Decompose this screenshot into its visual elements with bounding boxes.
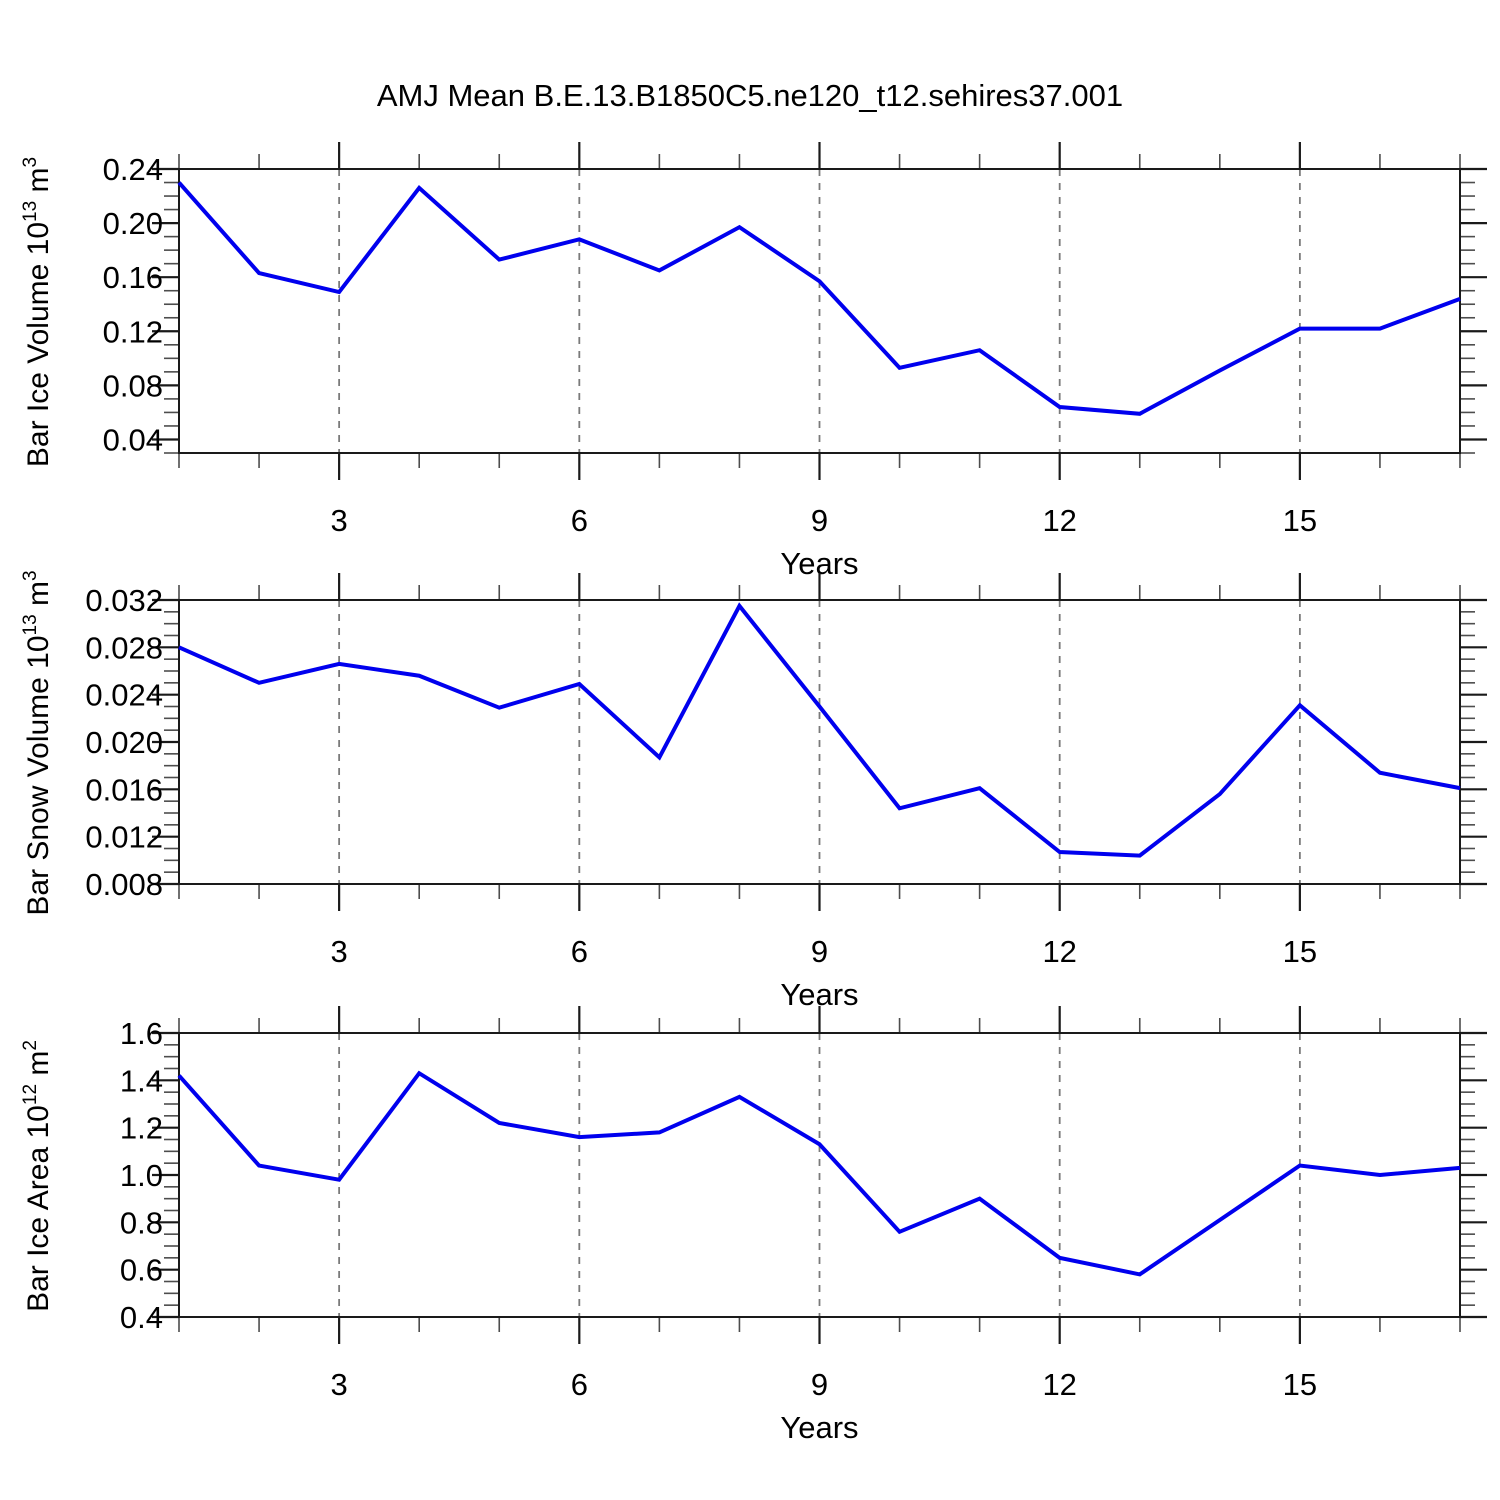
y-tick-label: 1.4: [120, 1063, 163, 1098]
y-tick-label: 0.032: [85, 583, 163, 618]
y-tick-label: 0.08: [103, 368, 163, 403]
y-tick-label: 1.0: [120, 1158, 163, 1193]
y-tick-label: 0.020: [85, 725, 163, 760]
x-tick-label: 15: [1283, 1367, 1317, 1402]
y-tick-label: 0.8: [120, 1205, 163, 1240]
x-tick-label: 15: [1283, 934, 1317, 969]
y-tick-label: 0.04: [103, 422, 163, 457]
x-tick-label: 9: [811, 934, 828, 969]
x-tick-label: 12: [1042, 934, 1076, 969]
y-tick-label: 0.16: [103, 260, 163, 295]
y-tick-label: 0.016: [85, 772, 163, 807]
chart-panel-2: 0.4 0.6 0.8 1.0 1.2 1.4 1.6 3 6 9 12 15 Years: [120, 1006, 1487, 1445]
x-tick-label: 3: [331, 1367, 348, 1402]
x-tick-label: 3: [331, 934, 348, 969]
plot-frame: [178, 599, 1461, 885]
x-tick-label: 9: [811, 1367, 828, 1402]
x-tick-label: 3: [331, 503, 348, 538]
y-tick-label: 0.20: [103, 206, 163, 241]
y-tick-label: 0.012: [85, 820, 163, 855]
y-tick-label: 0.24: [103, 152, 163, 187]
series-line: [177, 1070, 1461, 1277]
x-tick-label: 12: [1042, 503, 1076, 538]
x-tick-label: 6: [571, 1367, 588, 1402]
series-line: [178, 602, 1461, 858]
x-tick-label: 6: [571, 934, 588, 969]
y-tick-label: 1.2: [120, 1111, 163, 1146]
y-tick-label: 0.028: [85, 630, 163, 665]
y-tick-label: 0.12: [103, 314, 163, 349]
y-tick-label: 0.008: [85, 867, 163, 902]
y-tick-label: 1.6: [120, 1016, 163, 1051]
page-title: AMJ Mean B.E.13.B1850C5.ne120_t12.sehire…: [376, 78, 1124, 113]
chart-panel-1: 0.008 0.012 0.016 0.020 0.024 0.028 0.032 3 6 9 12…: [85, 573, 1487, 1012]
y-tick-label: 0.024: [85, 678, 163, 713]
x-tick-label: 6: [571, 503, 588, 538]
y-tick-label: 0.4: [120, 1300, 163, 1335]
x-tick-label: 9: [811, 503, 828, 538]
plot-frame: [178, 168, 1461, 454]
plot-frame: [178, 1032, 1461, 1318]
x-tick-label: 15: [1283, 503, 1317, 538]
x-tick-label: 12: [1042, 1367, 1076, 1402]
x-axis-title: Years: [780, 1410, 858, 1445]
series-line: [177, 181, 1461, 416]
y-tick-label: 0.6: [120, 1253, 163, 1288]
